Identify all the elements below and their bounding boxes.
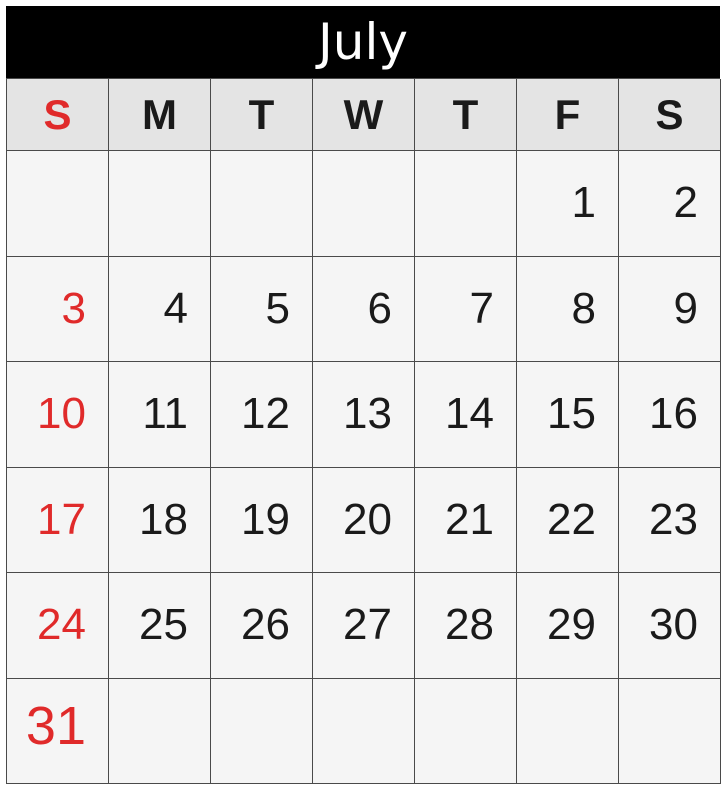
day-cell-18: 18 <box>109 467 211 573</box>
calendar: July S M T W T F S 1 2 3 4 5 6 7 8 9 10 11 12 13 14 15 16 17 18 1… <box>6 6 721 787</box>
day-number: 29 <box>547 600 596 649</box>
day-number: 10 <box>37 389 86 438</box>
day-cell-25: 25 <box>109 573 211 679</box>
day-cell-28: 28 <box>415 573 517 679</box>
day-number: 27 <box>343 600 392 649</box>
day-number: 11 <box>142 389 188 438</box>
empty-day-cell <box>517 678 619 784</box>
weekday-header-monday: M <box>109 79 211 151</box>
day-cell-12: 12 <box>211 362 313 468</box>
day-number: 19 <box>241 494 290 544</box>
day-number: 15 <box>547 389 596 438</box>
empty-day-cell <box>619 678 721 784</box>
day-cell-8: 8 <box>517 256 619 362</box>
day-number: 31 <box>25 695 86 756</box>
day-number: 2 <box>673 178 698 227</box>
day-number: 21 <box>445 494 494 544</box>
day-cell-27: 27 <box>313 573 415 679</box>
day-cell-13: 13 <box>313 362 415 468</box>
day-number: 12 <box>241 389 290 438</box>
day-cell-21: 21 <box>415 467 517 573</box>
day-number: 30 <box>649 600 698 649</box>
day-number: 1 <box>571 178 596 227</box>
day-cell-11: 11 <box>109 362 211 468</box>
month-title: July <box>6 6 720 78</box>
empty-day-cell <box>313 678 415 784</box>
day-cell-10: 10 <box>7 362 109 468</box>
weekday-header-friday: F <box>517 79 619 151</box>
day-cell-7: 7 <box>415 256 517 362</box>
day-number: 7 <box>469 283 494 333</box>
day-number: 26 <box>241 600 290 649</box>
day-number: 4 <box>163 283 188 333</box>
day-cell-31: 31 <box>7 678 109 784</box>
day-number: 8 <box>571 283 596 333</box>
calendar-grid: S M T W T F S 1 2 3 4 5 6 7 8 9 10 11 12 13 14 15 16 17 18 19 20 21… <box>6 78 721 784</box>
empty-day-cell <box>415 678 517 784</box>
day-number: 6 <box>367 283 392 333</box>
empty-day-cell <box>7 151 109 257</box>
day-cell-19: 19 <box>211 467 313 573</box>
day-number: 13 <box>343 389 392 438</box>
day-cell-17: 17 <box>7 467 109 573</box>
day-cell-29: 29 <box>517 573 619 679</box>
day-number: 3 <box>61 283 86 333</box>
empty-day-cell <box>211 151 313 257</box>
day-cell-5: 5 <box>211 256 313 362</box>
day-number: 22 <box>547 494 596 544</box>
empty-day-cell <box>313 151 415 257</box>
day-cell-30: 30 <box>619 573 721 679</box>
day-cell-22: 22 <box>517 467 619 573</box>
empty-day-cell <box>109 678 211 784</box>
weekday-header-sunday: S <box>7 79 109 151</box>
day-cell-1: 1 <box>517 151 619 257</box>
weekday-header-thursday: T <box>415 79 517 151</box>
day-number: 16 <box>649 389 698 438</box>
day-number: 18 <box>139 494 188 544</box>
empty-day-cell <box>109 151 211 257</box>
day-cell-26: 26 <box>211 573 313 679</box>
empty-day-cell <box>211 678 313 784</box>
day-cell-14: 14 <box>415 362 517 468</box>
day-cell-24: 24 <box>7 573 109 679</box>
day-cell-23: 23 <box>619 467 721 573</box>
day-cell-16: 16 <box>619 362 721 468</box>
day-number: 14 <box>445 389 494 438</box>
day-number: 28 <box>445 600 494 649</box>
empty-day-cell <box>415 151 517 257</box>
day-cell-6: 6 <box>313 256 415 362</box>
day-cell-15: 15 <box>517 362 619 468</box>
day-number: 20 <box>343 494 392 544</box>
day-cell-3: 3 <box>7 256 109 362</box>
day-cell-4: 4 <box>109 256 211 362</box>
day-cell-20: 20 <box>313 467 415 573</box>
weekday-header-wednesday: W <box>313 79 415 151</box>
day-number: 25 <box>139 600 188 649</box>
day-cell-9: 9 <box>619 256 721 362</box>
day-number: 24 <box>37 600 86 649</box>
weekday-header-tuesday: T <box>211 79 313 151</box>
day-number: 17 <box>37 494 86 544</box>
day-cell-2: 2 <box>619 151 721 257</box>
day-number: 23 <box>649 494 698 544</box>
day-number: 9 <box>673 283 698 333</box>
weekday-header-saturday: S <box>619 79 721 151</box>
day-number: 5 <box>265 283 290 333</box>
